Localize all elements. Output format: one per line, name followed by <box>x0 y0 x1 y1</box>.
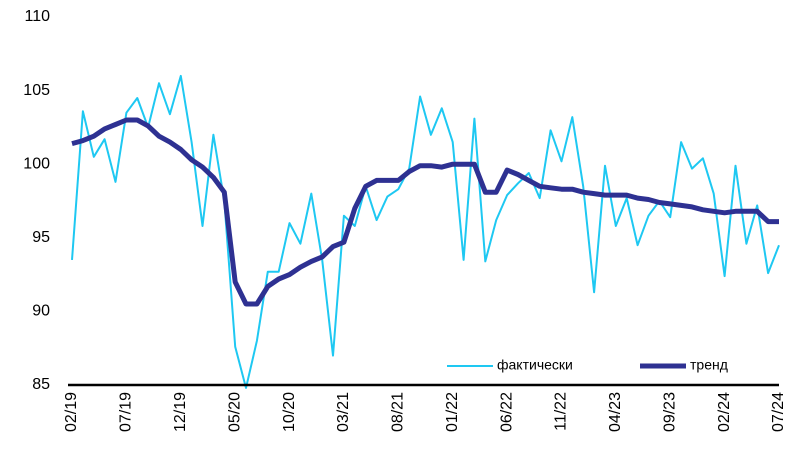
x-tick-label: 05/20 <box>226 392 243 432</box>
y-tick-label: 110 <box>24 8 50 25</box>
y-tick-label: 85 <box>32 376 50 393</box>
x-tick-label: 04/23 <box>607 392 624 432</box>
x-tick-label: 07/19 <box>118 392 135 432</box>
y-tick-label: 90 <box>32 303 50 320</box>
x-tick-label: 06/22 <box>498 392 515 432</box>
x-tick-label: 08/21 <box>390 392 407 432</box>
legend-label: фактически <box>497 357 573 373</box>
x-tick-label: 12/19 <box>172 392 189 432</box>
x-tick-label: 09/23 <box>661 392 678 432</box>
x-tick-label: 11/22 <box>553 392 570 431</box>
series-line <box>71 74 780 389</box>
x-tick-label: 02/19 <box>63 392 80 432</box>
y-tick-label: 105 <box>23 82 50 99</box>
legend-label: тренд <box>690 357 728 373</box>
y-tick-label: 100 <box>23 155 50 172</box>
x-tick-label: 07/24 <box>770 392 787 432</box>
y-tick-label: 95 <box>32 229 50 246</box>
series-line <box>71 117 779 307</box>
x-tick-label: 02/24 <box>716 392 733 432</box>
x-tick-label: 03/21 <box>335 392 352 432</box>
x-tick-label: 01/22 <box>444 392 461 432</box>
x-tick-label: 10/20 <box>281 392 298 432</box>
